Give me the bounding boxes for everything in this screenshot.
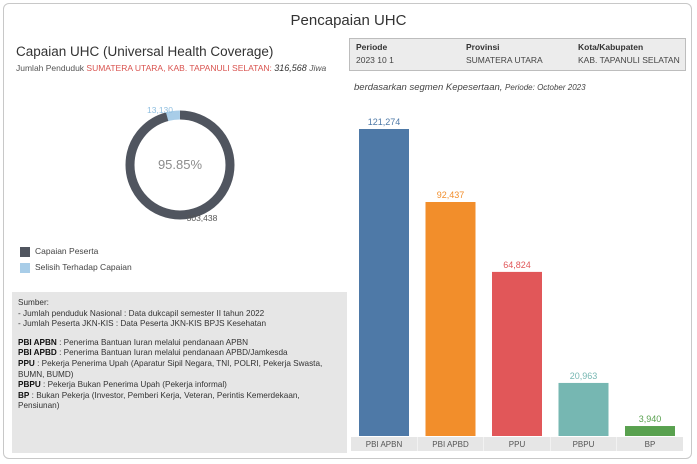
definition-pbi-apbn: PBI APBN : Penerima Bantuan Iuran melalu… (18, 338, 341, 349)
category-label-bg (550, 437, 617, 451)
category-label: BP (645, 440, 656, 449)
category-label-bg (484, 437, 550, 451)
definition-term: PBI APBN (18, 337, 57, 347)
definition-term: PBPU (18, 380, 41, 390)
population-region: SUMATERA UTARA, KAB. TAPANULI SELATAN: (86, 63, 272, 73)
dashboard-title: Pencapaian UHC (290, 12, 407, 29)
source-line-1: - Jumlah penduduk Nasional : Data dukcap… (18, 308, 265, 318)
donut-slice-selisih[interactable] (119, 104, 241, 226)
segment-bar-chart: 121,274 PBI APBN 92,437 PBI APBD 64,824 PPU 20… (351, 117, 683, 451)
definition-ppu: PPU : Pekerja Penerima Upah (Aparatur Si… (18, 359, 341, 380)
definition-desc: : Penerima Bantuan Iuran melalui pendana… (56, 348, 288, 358)
bar-value-label: 64,824 (503, 260, 531, 270)
legend-item-selisih[interactable]: Selisih Terhadap Capaian (20, 262, 132, 273)
filter-kota-value: KAB. TAPANULI SELATAN (578, 55, 680, 65)
bar-ppu[interactable] (492, 271, 542, 436)
source-line-2: - Jumlah Peserta JKN-KIS : Data Peserta … (18, 319, 267, 329)
filter-periode[interactable]: Periode 2023 10 1 (356, 42, 394, 65)
legend-label-peserta: Capaian Peserta (35, 246, 99, 256)
filter-provinsi-value: SUMATERA UTARA (466, 55, 543, 65)
legend-label-selisih: Selisih Terhadap Capaian (35, 262, 132, 272)
source-notes: Sumber: - Jumlah penduduk Nasional : Dat… (12, 292, 347, 453)
category-label-bg (417, 437, 484, 451)
definition-pbi-apbd: PBI APBD : Penerima Bantuan Iuran melalu… (18, 348, 341, 359)
population-prefix: Jumlah Penduduk (16, 63, 85, 73)
legend-swatch-peserta (20, 246, 30, 257)
definition-term: PBI APBD (18, 348, 57, 358)
category-label: PBI APBN (366, 440, 403, 449)
bar-value-label: 121,274 (368, 117, 401, 127)
category-label: PBPU (573, 440, 595, 449)
donut-peserta-label: 303,438 (187, 213, 218, 223)
source-heading: Sumber: (18, 298, 49, 307)
filter-provinsi[interactable]: Provinsi SUMATERA UTARA (466, 42, 543, 65)
segment-title: berdasarkan segmen Kepesertaan, Periode:… (354, 82, 586, 93)
definition-pbpu: PBPU : Pekerja Bukan Penerima Upah (Peke… (18, 380, 341, 391)
definition-desc: : Penerima Bantuan Iuran melalui pendana… (56, 337, 248, 347)
uhc-donut-chart: 95.85% 13,130 303,438 (119, 104, 241, 226)
bar-pbi-apbn[interactable] (359, 129, 409, 436)
legend-swatch-selisih (20, 262, 30, 273)
bar-value-label: 3,940 (639, 414, 662, 424)
filter-kota[interactable]: Kota/Kabupaten KAB. TAPANULI SELATAN (578, 42, 680, 65)
population-line: Jumlah Penduduk SUMATERA UTARA, KAB. TAP… (16, 63, 326, 73)
filter-periode-label: Periode (356, 42, 388, 52)
filter-periode-value: 2023 10 1 (356, 55, 394, 65)
definition-desc: : Bukan Pekerja (Investor, Pemberi Kerja… (18, 390, 300, 411)
category-label: PPU (509, 440, 526, 449)
filter-provinsi-label: Provinsi (466, 42, 500, 52)
population-value: 316,568 (274, 63, 307, 73)
donut-center-label: 95.85% (158, 157, 203, 172)
category-label: PBI APBD (432, 440, 469, 449)
segment-period: Periode: October 2023 (505, 83, 586, 92)
bar-pbi-apbd[interactable] (425, 201, 476, 436)
definition-desc: : Pekerja Bukan Penerima Upah (Pekerja i… (40, 380, 227, 390)
definition-bp: BP : Bukan Pekerja (Investor, Pemberi Ke… (18, 391, 341, 412)
bar-value-label: 92,437 (437, 190, 465, 200)
bar-pbpu[interactable] (558, 382, 609, 436)
category-label-bg (617, 437, 683, 451)
filter-panel: Periode 2023 10 1 Provinsi SUMATERA UTAR… (349, 38, 686, 71)
definition-desc: : Pekerja Penerima Upah (Aparatur Sipil … (18, 358, 323, 379)
donut-slice-peserta[interactable] (125, 110, 235, 220)
bar-value-label: 20,963 (570, 371, 598, 381)
donut-selisih-label: 13,130 (147, 105, 173, 115)
segment-title-text: berdasarkan segmen Kepesertaan, (354, 82, 503, 93)
uhc-panel-title: Capaian UHC (Universal Health Coverage) (16, 44, 274, 59)
legend-item-peserta[interactable]: Capaian Peserta (20, 246, 98, 257)
category-label-bg (351, 437, 417, 451)
definition-term: BP (18, 390, 30, 400)
bar-bp[interactable] (625, 426, 675, 436)
definition-term: PPU (18, 358, 35, 368)
population-unit: Jiwa (309, 63, 327, 73)
filter-kota-label: Kota/Kabupaten (578, 42, 644, 52)
